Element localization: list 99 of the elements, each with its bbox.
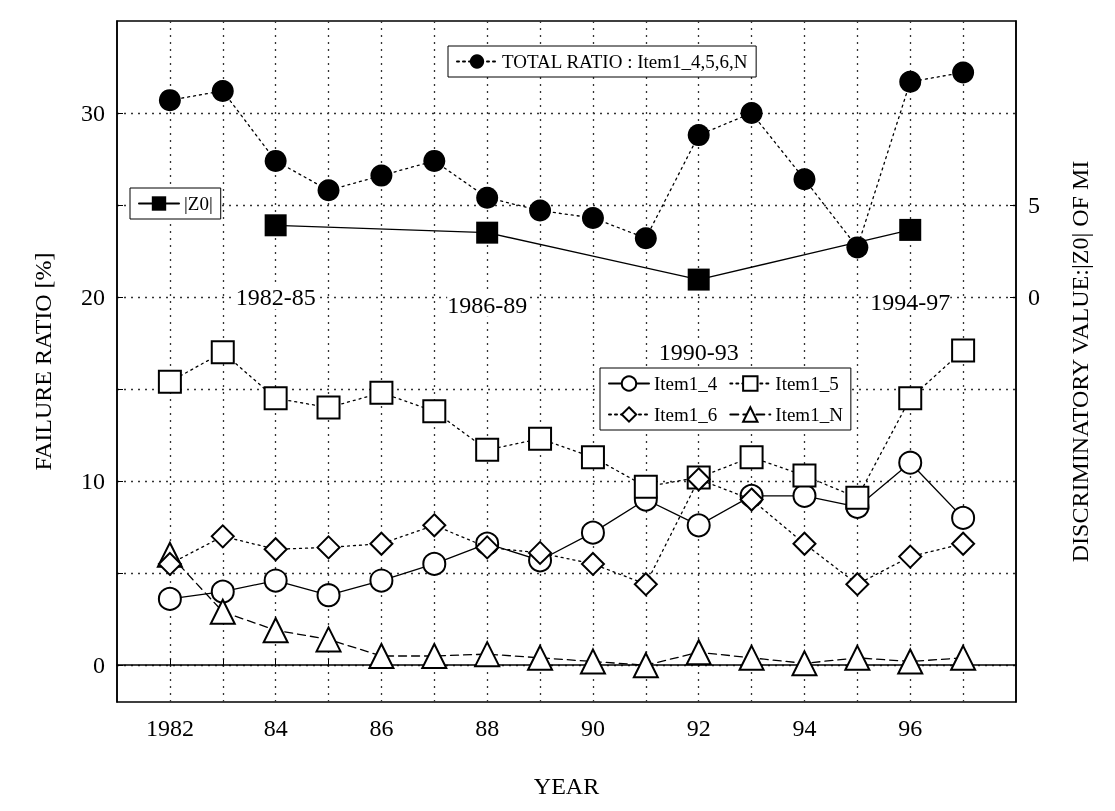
x-tick-label: 94 bbox=[792, 715, 817, 741]
annotation: 1990-93 bbox=[658, 338, 739, 365]
point bbox=[739, 445, 764, 470]
point bbox=[634, 227, 657, 250]
y-tick-label: 20 bbox=[81, 284, 105, 311]
point bbox=[316, 583, 341, 608]
point bbox=[528, 540, 553, 565]
point bbox=[475, 437, 500, 462]
point bbox=[423, 149, 446, 172]
point bbox=[738, 644, 765, 671]
point bbox=[264, 149, 287, 172]
point bbox=[370, 164, 393, 187]
point bbox=[263, 568, 288, 593]
point bbox=[316, 535, 341, 560]
point bbox=[686, 513, 711, 538]
point bbox=[369, 531, 394, 556]
point bbox=[687, 124, 710, 147]
point bbox=[846, 236, 869, 259]
point bbox=[263, 537, 288, 562]
point bbox=[210, 579, 235, 604]
legend-label: |Z0| bbox=[184, 193, 213, 214]
legend-label: Item1_5 bbox=[775, 373, 839, 394]
x-tick-label: 88 bbox=[475, 715, 500, 741]
point bbox=[528, 426, 553, 451]
y-axis-title: FAILURE RATIO [%] bbox=[30, 252, 56, 471]
point bbox=[210, 524, 235, 549]
legend-label: Item1_4 bbox=[654, 373, 718, 394]
point bbox=[315, 626, 342, 653]
point bbox=[422, 399, 447, 424]
x-axis-title: YEAR bbox=[533, 773, 600, 799]
y-tick-label: 0 bbox=[93, 652, 105, 679]
point bbox=[262, 617, 289, 644]
point bbox=[633, 572, 658, 597]
point bbox=[899, 218, 922, 241]
point bbox=[897, 648, 924, 675]
point bbox=[844, 644, 871, 671]
annotation: 1982-85 bbox=[235, 284, 316, 311]
x-tick-label: 90 bbox=[580, 715, 605, 741]
point bbox=[157, 551, 182, 576]
y-tick-label: 30 bbox=[81, 100, 105, 127]
point bbox=[421, 642, 448, 669]
point bbox=[793, 168, 816, 191]
point bbox=[952, 61, 975, 84]
point bbox=[580, 551, 605, 576]
point bbox=[581, 206, 604, 229]
point bbox=[792, 463, 817, 488]
legend-label: Item1_6 bbox=[654, 404, 718, 425]
point bbox=[791, 650, 818, 677]
point bbox=[369, 380, 394, 405]
y-tick-label: 10 bbox=[81, 468, 105, 495]
point bbox=[368, 642, 395, 669]
point bbox=[263, 386, 288, 411]
point bbox=[580, 520, 605, 545]
point bbox=[687, 268, 710, 291]
point bbox=[264, 214, 287, 237]
point bbox=[633, 474, 658, 499]
point bbox=[529, 199, 552, 222]
point bbox=[209, 598, 236, 625]
point bbox=[527, 644, 554, 671]
y2-tick-label: 0 bbox=[1028, 284, 1040, 311]
point bbox=[476, 186, 499, 209]
point bbox=[950, 644, 977, 671]
annotation: 1986-89 bbox=[447, 291, 528, 318]
legend-label: TOTAL RATIO : Item1_4,5,6,N bbox=[502, 51, 748, 72]
point bbox=[898, 450, 923, 475]
point bbox=[792, 531, 817, 556]
point bbox=[899, 70, 922, 93]
y2-axis-title: DISCRIMINATORY VALUE:|Z0| OF MI bbox=[1067, 160, 1093, 563]
x-tick-label: 96 bbox=[898, 715, 923, 741]
x-tick-label: 86 bbox=[369, 715, 394, 741]
point bbox=[685, 639, 712, 666]
point bbox=[158, 89, 181, 112]
legend-label: Item1_N bbox=[775, 404, 844, 425]
x-tick-label: 1982 bbox=[145, 715, 194, 741]
point bbox=[210, 340, 235, 365]
point bbox=[317, 179, 340, 202]
point bbox=[845, 485, 870, 510]
point bbox=[951, 338, 976, 363]
annotation: 1994-97 bbox=[870, 288, 951, 315]
point bbox=[951, 505, 976, 530]
point bbox=[316, 395, 341, 420]
point bbox=[898, 386, 923, 411]
point bbox=[740, 102, 763, 125]
point bbox=[474, 641, 501, 668]
point bbox=[845, 572, 870, 597]
point bbox=[632, 652, 659, 679]
point bbox=[476, 221, 499, 244]
point bbox=[157, 369, 182, 394]
y2-tick-label: 5 bbox=[1028, 192, 1040, 219]
point bbox=[422, 551, 447, 576]
point bbox=[211, 79, 234, 102]
x-tick-label: 84 bbox=[263, 715, 288, 741]
point bbox=[422, 513, 447, 538]
point bbox=[951, 531, 976, 556]
x-tick-label: 92 bbox=[686, 715, 711, 741]
point bbox=[579, 648, 606, 675]
point bbox=[157, 586, 182, 611]
point bbox=[369, 568, 394, 593]
point bbox=[580, 445, 605, 470]
